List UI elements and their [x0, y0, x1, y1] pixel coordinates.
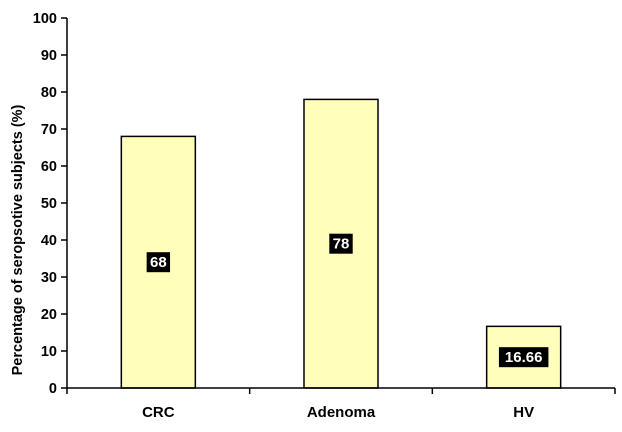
data-label-bg — [146, 252, 171, 273]
x-tick-label: Adenoma — [307, 404, 376, 421]
y-tick-label: 0 — [49, 381, 57, 397]
y-tick-label: 10 — [41, 344, 57, 360]
y-tick-label: 40 — [41, 233, 57, 249]
y-tick-label: 20 — [41, 307, 57, 323]
y-tick-label: 100 — [33, 11, 57, 27]
y-tick-label: 60 — [41, 159, 57, 175]
data-label-bg — [498, 347, 549, 368]
y-tick-label: 30 — [41, 270, 57, 286]
y-axis-title-group: Percentage of seropsotive subjects (%) — [10, 104, 26, 375]
y-tick-label: 50 — [41, 196, 57, 212]
y-tick-label: 90 — [41, 48, 57, 64]
data-labels-layer: CRC 68 Adenoma 78 HV 16.66 — [142, 233, 549, 421]
data-label: 68 — [150, 254, 167, 271]
y-tick-label: 70 — [41, 122, 57, 138]
data-label-bg — [329, 233, 353, 254]
y-tick-label: 80 — [41, 85, 57, 101]
data-label: 78 — [333, 236, 350, 253]
y-axis-title: Percentage of seropsotive subjects (%) — [10, 104, 26, 375]
x-tick-label: CRC — [142, 404, 175, 421]
x-tick-label: HV — [513, 404, 534, 421]
data-label: 16.66 — [505, 349, 543, 366]
axes-layer: 0 10 20 30 40 50 60 70 80 90 100 — [33, 11, 616, 397]
